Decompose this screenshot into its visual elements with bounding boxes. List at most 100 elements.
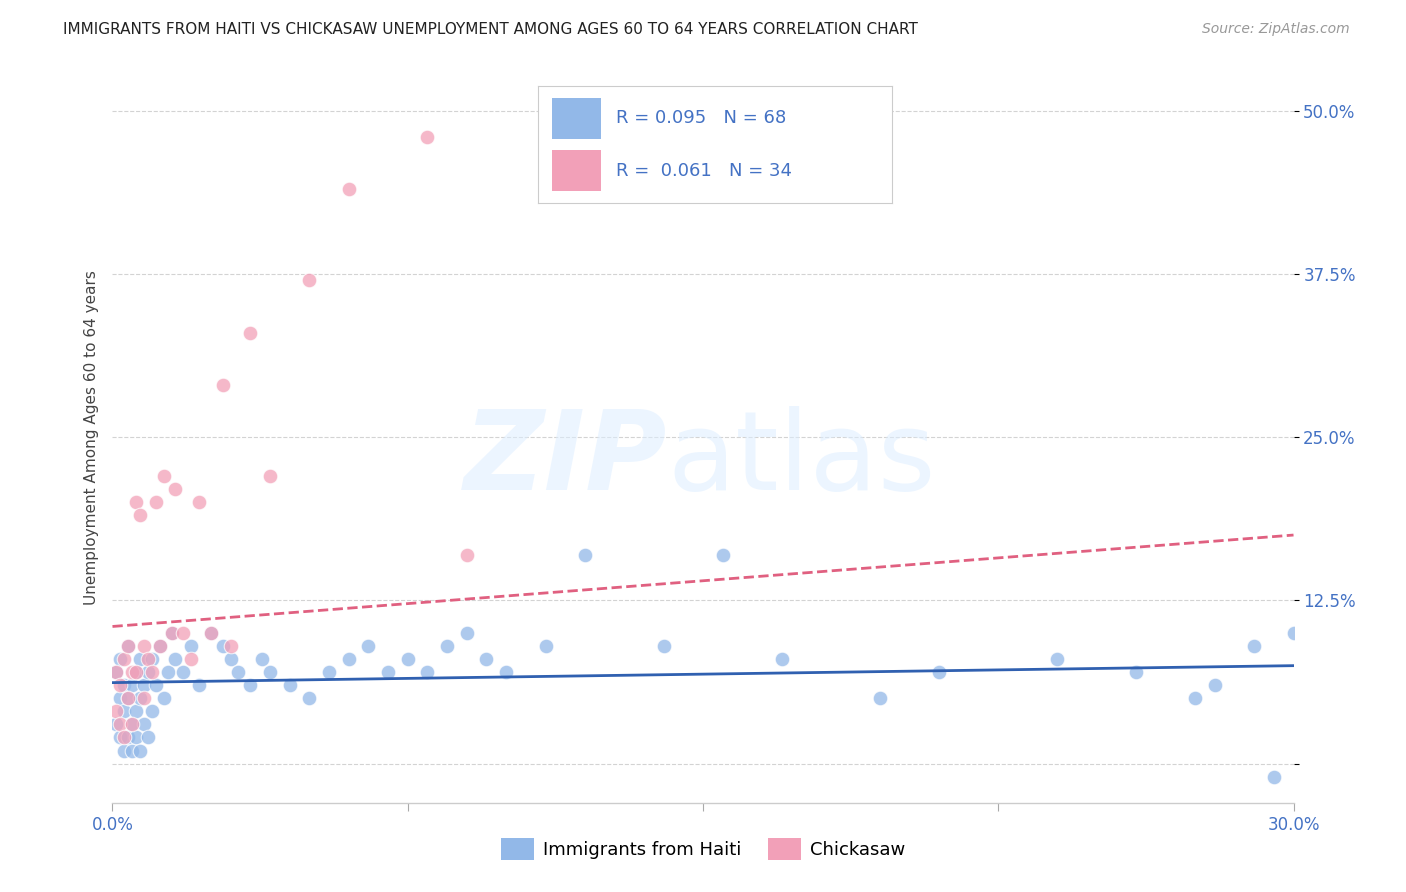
Point xyxy=(112,731,135,745)
Point xyxy=(652,639,675,653)
Point xyxy=(110,731,132,745)
Legend: Immigrants from Haiti, Chickasaw: Immigrants from Haiti, Chickasaw xyxy=(494,830,912,867)
Point xyxy=(416,665,439,680)
Point xyxy=(156,665,179,680)
Point xyxy=(188,495,211,509)
Y-axis label: Unemployment Among Ages 60 to 64 years: Unemployment Among Ages 60 to 64 years xyxy=(83,269,98,605)
Point xyxy=(149,639,172,653)
Point xyxy=(211,377,233,392)
Point xyxy=(1046,652,1069,666)
Point xyxy=(129,652,152,666)
Point xyxy=(110,678,132,692)
Point xyxy=(200,626,222,640)
Point xyxy=(337,182,360,196)
Point xyxy=(1243,639,1265,653)
Point xyxy=(165,483,187,497)
Point xyxy=(278,678,301,692)
Point xyxy=(1184,691,1206,706)
Text: atlas: atlas xyxy=(668,406,936,513)
Point xyxy=(219,652,242,666)
Point xyxy=(112,743,135,757)
Point xyxy=(145,678,167,692)
Point xyxy=(129,691,152,706)
Point xyxy=(110,652,132,666)
Point xyxy=(121,717,143,731)
Point xyxy=(416,129,439,144)
Point xyxy=(180,639,202,653)
Point xyxy=(105,705,128,719)
Point xyxy=(125,495,148,509)
Point xyxy=(145,495,167,509)
Point xyxy=(534,639,557,653)
Point xyxy=(172,626,194,640)
Point xyxy=(495,665,517,680)
Point xyxy=(259,469,281,483)
Point xyxy=(110,717,132,731)
Point xyxy=(318,665,340,680)
Point xyxy=(357,639,380,653)
Point xyxy=(396,652,419,666)
Point xyxy=(110,691,132,706)
Point xyxy=(117,639,139,653)
Point xyxy=(239,326,262,340)
Text: IMMIGRANTS FROM HAITI VS CHICKASAW UNEMPLOYMENT AMONG AGES 60 TO 64 YEARS CORREL: IMMIGRANTS FROM HAITI VS CHICKASAW UNEMP… xyxy=(63,22,918,37)
Point xyxy=(136,731,159,745)
Point xyxy=(928,665,950,680)
Point xyxy=(456,626,478,640)
Point xyxy=(770,652,793,666)
Point xyxy=(125,665,148,680)
Point xyxy=(1125,665,1147,680)
Text: Source: ZipAtlas.com: Source: ZipAtlas.com xyxy=(1202,22,1350,37)
Point xyxy=(121,678,143,692)
Point xyxy=(211,639,233,653)
Point xyxy=(200,626,222,640)
Point xyxy=(132,717,155,731)
Point xyxy=(228,665,250,680)
Point xyxy=(436,639,458,653)
Point xyxy=(298,273,321,287)
Point xyxy=(172,665,194,680)
Point xyxy=(112,705,135,719)
Point xyxy=(121,665,143,680)
Text: ZIP: ZIP xyxy=(464,406,668,513)
Point xyxy=(132,691,155,706)
Point xyxy=(117,691,139,706)
Point xyxy=(298,691,321,706)
Point xyxy=(475,652,498,666)
Point xyxy=(1204,678,1226,692)
Point xyxy=(869,691,891,706)
Point xyxy=(188,678,211,692)
Point xyxy=(112,678,135,692)
Point xyxy=(152,469,174,483)
Point xyxy=(105,717,128,731)
Point xyxy=(337,652,360,666)
Point xyxy=(125,665,148,680)
Point xyxy=(129,743,152,757)
Point xyxy=(165,652,187,666)
Point xyxy=(239,678,262,692)
Point xyxy=(125,705,148,719)
Point xyxy=(141,665,163,680)
Point xyxy=(259,665,281,680)
Point xyxy=(250,652,273,666)
Point xyxy=(160,626,183,640)
Point xyxy=(136,652,159,666)
Point xyxy=(136,665,159,680)
Point xyxy=(129,508,152,523)
Point xyxy=(219,639,242,653)
Point xyxy=(125,731,148,745)
Point xyxy=(132,678,155,692)
Point xyxy=(180,652,202,666)
Point xyxy=(121,717,143,731)
Point xyxy=(117,639,139,653)
Point xyxy=(152,691,174,706)
Point xyxy=(456,548,478,562)
Point xyxy=(105,665,128,680)
Point xyxy=(141,705,163,719)
Point xyxy=(377,665,399,680)
Point xyxy=(121,743,143,757)
Point xyxy=(711,548,734,562)
Point xyxy=(160,626,183,640)
Point xyxy=(105,665,128,680)
Point xyxy=(117,691,139,706)
